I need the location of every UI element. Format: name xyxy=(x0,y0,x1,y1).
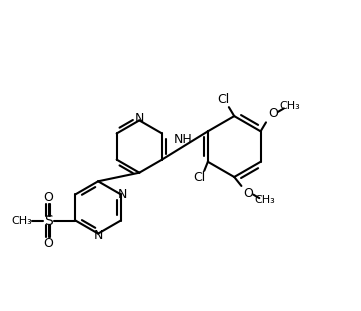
Text: O: O xyxy=(268,107,278,120)
Text: N: N xyxy=(135,112,144,125)
Text: Cl: Cl xyxy=(217,94,230,106)
Text: Cl: Cl xyxy=(193,171,205,184)
Text: CH₃: CH₃ xyxy=(254,195,275,205)
Text: CH₃: CH₃ xyxy=(11,216,32,225)
Text: N: N xyxy=(118,188,127,201)
Text: N: N xyxy=(93,229,103,242)
Text: NH: NH xyxy=(174,132,192,146)
Text: S: S xyxy=(44,214,53,228)
Text: O: O xyxy=(244,187,253,200)
Text: CH₃: CH₃ xyxy=(279,101,300,111)
Text: O: O xyxy=(44,191,53,204)
Text: O: O xyxy=(44,237,53,250)
